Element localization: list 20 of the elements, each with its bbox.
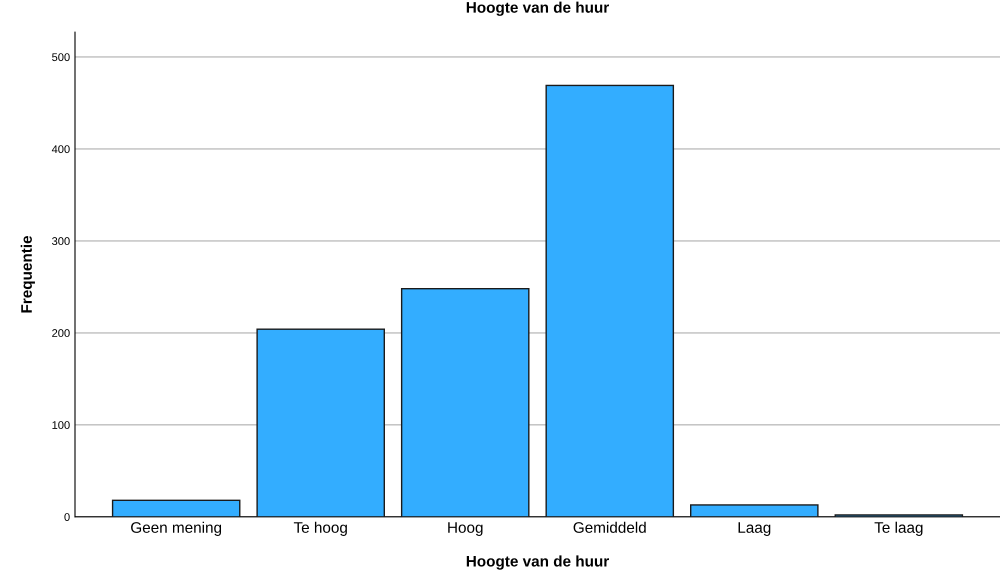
y-tick-label: 500: [52, 53, 70, 62]
x-tick-label: Hoog: [448, 522, 483, 536]
y-tick-label: 0: [64, 513, 70, 521]
chart-title: Hoogte van de huur: [466, 2, 609, 16]
y-tick-label: 100: [52, 421, 70, 429]
x-tick-label: Gemiddeld: [574, 522, 646, 533]
y-tick-label: 400: [52, 145, 70, 154]
bar: [112, 500, 240, 517]
bar: [256, 328, 385, 517]
y-tick-label: 300: [52, 237, 70, 246]
y-axis-title: Frequentie: [20, 236, 35, 313]
y-tick-label: 200: [52, 329, 70, 338]
bar: [690, 504, 819, 517]
x-tick-label: Geen mening: [131, 522, 222, 536]
x-axis-title: Hoogte van de huur: [466, 555, 609, 570]
x-tick-label: Te hoog: [294, 522, 347, 536]
x-tick-label: Te laag: [874, 522, 922, 536]
x-tick-label: Laag: [738, 522, 770, 536]
bar: [545, 84, 674, 517]
bar: [400, 288, 530, 517]
